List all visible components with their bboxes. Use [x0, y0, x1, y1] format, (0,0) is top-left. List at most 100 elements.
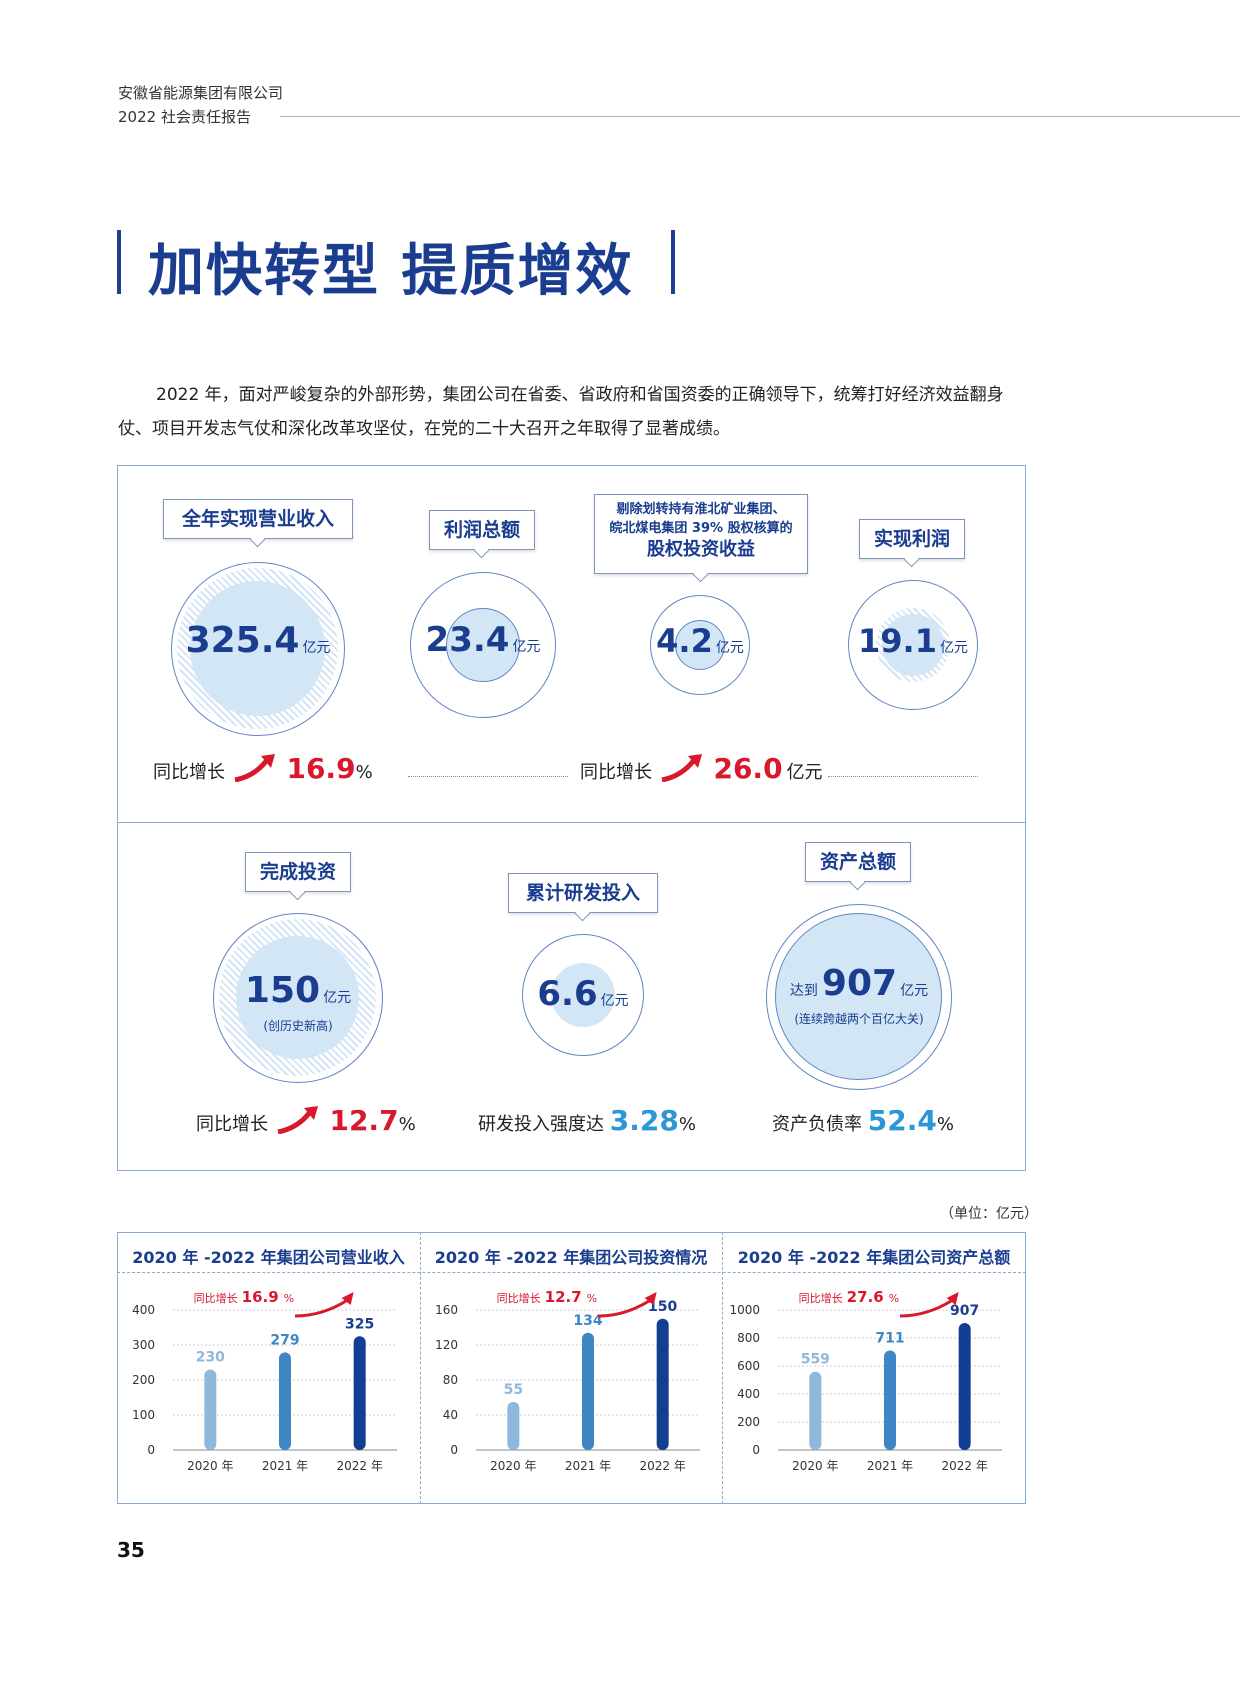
chart-title-investment: 2020 年 -2022 年集团公司投资情况: [434, 1248, 708, 1267]
investment-growth: 同比增长 12.7%: [196, 1104, 416, 1137]
assets-note: (连续跨越两个百亿大关): [794, 1012, 924, 1026]
chart-title-rule: [117, 1272, 1026, 1273]
rd-unit: 亿元: [600, 993, 629, 1009]
bar-value-label: 325: [345, 1316, 374, 1332]
x-tick-label: 2020 年: [792, 1459, 838, 1473]
assets-prefix: 达到: [789, 983, 818, 999]
investment-label: 完成投资: [259, 861, 336, 883]
y-tick-label: 400: [737, 1387, 760, 1401]
y-tick-label: 160: [435, 1303, 458, 1317]
title-bar-right: [671, 230, 675, 294]
profit-growth-suffix: 亿元: [786, 762, 823, 783]
revenue-unit: 亿元: [302, 640, 331, 656]
bar: [656, 1318, 669, 1450]
y-tick-label: 200: [132, 1373, 155, 1387]
growth-annotation-suffix: %: [889, 1292, 899, 1305]
y-tick-label: 80: [443, 1373, 458, 1387]
equity-label-line3: 股权投资收益: [647, 539, 755, 560]
profit-label-box: 利润总额: [429, 510, 535, 550]
investment-label-box: 完成投资: [245, 852, 351, 892]
equity-unit: 亿元: [715, 640, 744, 656]
dotted-divider-2: [828, 776, 978, 777]
rd-value: 6.6: [537, 974, 598, 1014]
rd-intensity-value: 3.28: [609, 1104, 679, 1137]
growth-arrowhead-icon: [341, 1292, 354, 1305]
chart-separator-1: [420, 1232, 421, 1504]
kpi-panel: [117, 465, 1026, 1171]
page-number: 35: [117, 1538, 145, 1562]
y-tick-label: 0: [752, 1443, 760, 1457]
y-tick-label: 100: [132, 1408, 155, 1422]
rd-label-box: 累计研发投入: [508, 873, 658, 913]
bar-value-label: 559: [801, 1352, 830, 1368]
net-profit-unit: 亿元: [939, 640, 968, 656]
profit-value-wrap: 23.4 亿元: [405, 620, 561, 660]
bar-value-label: 55: [504, 1382, 523, 1398]
net-profit-fill: [882, 614, 944, 676]
investment-growth-prefix: 同比增长: [196, 1114, 268, 1135]
chart-revenue: 0 100 200 300 400 230 2020 年 279 2021 年 325 2022 年…: [132, 1288, 397, 1473]
bar: [884, 1350, 896, 1450]
revenue-circle: [171, 562, 345, 736]
chart-assets: 0 200 400 600 800 1000 559 2020 年 711 2021 年 907 20…: [729, 1288, 1002, 1473]
rd-intensity: 研发投入强度达 3.28%: [478, 1104, 696, 1137]
up-arrow-icon: [277, 1106, 318, 1135]
revenue-label: 全年实现营业收入: [181, 508, 334, 530]
growth-annotation-prefix: 同比增长: [497, 1291, 541, 1305]
y-tick-label: 800: [737, 1331, 760, 1345]
equity-value: 4.2: [656, 622, 713, 660]
up-arrow-icon: [234, 754, 275, 783]
assets-unit: 亿元: [900, 983, 929, 999]
revenue-fill: [190, 581, 325, 716]
assets-value: 907: [821, 963, 898, 1004]
y-tick-label: 0: [147, 1443, 155, 1457]
net-profit-label-box: 实现利润: [859, 519, 965, 559]
x-tick-label: 2020 年: [187, 1459, 233, 1473]
panel-divider: [117, 822, 1026, 823]
bar-value-label: 711: [875, 1330, 904, 1346]
net-profit-circle: [848, 580, 978, 710]
x-tick-label: 2021 年: [262, 1459, 308, 1473]
growth-annotation-prefix: 同比增长: [799, 1291, 843, 1305]
equity-label-line1: 剔除划转持有淮北矿业集团、: [616, 502, 786, 517]
revenue-value: 325.4: [185, 620, 300, 661]
rd-label: 累计研发投入: [525, 882, 640, 904]
debt-ratio: 资产负债率 52.4%: [772, 1104, 954, 1137]
assets-fill: [775, 913, 942, 1080]
bar: [507, 1401, 520, 1450]
header-rule: [280, 116, 1240, 117]
unit-note: （单位：亿元）: [940, 1206, 1038, 1222]
rd-intensity-suffix: %: [678, 1114, 696, 1135]
investment-growth-suffix: %: [398, 1114, 416, 1135]
intro-paragraph: 2022 年，面对严峻复杂的外部形势，集团公司在省委、省政府和省国资委的正确领导…: [118, 385, 1004, 439]
chart-title-revenue: 2020 年 -2022 年集团公司营业收入: [132, 1248, 405, 1267]
rd-value-wrap: 6.6 亿元: [507, 974, 659, 1014]
equity-label-box: 剔除划转持有淮北矿业集团、 皖北煤电集团 39% 股权核算的 股权投资收益: [594, 494, 808, 574]
bar: [958, 1323, 971, 1450]
x-tick-label: 2020 年: [490, 1459, 536, 1473]
equity-value-wrap: 4.2 亿元: [630, 622, 770, 660]
title-bar-left: [117, 230, 121, 294]
growth-arrowhead-icon: [946, 1292, 959, 1305]
bar: [353, 1336, 366, 1450]
assets-value-wrap: 达到 907 亿元: [766, 963, 952, 1004]
chart-investment: 0 40 80 120 160 55 2020 年 134 2021 年 150 2022 年 同比增…: [435, 1288, 700, 1473]
profit-value: 23.4: [425, 620, 510, 660]
up-arrow-icon: [661, 754, 702, 783]
investment-value-wrap: 150 亿元: [213, 970, 383, 1011]
y-tick-label: 0: [450, 1443, 458, 1457]
growth-annotation-prefix: 同比增长: [194, 1291, 238, 1305]
revenue-growth-suffix: %: [355, 762, 373, 783]
debt-ratio-value: 52.4: [867, 1104, 937, 1137]
profit-fill: [446, 608, 520, 682]
y-tick-label: 600: [737, 1359, 760, 1373]
investment-note: (创历史新高): [263, 1019, 333, 1033]
growth-arrow-icon: [597, 1298, 652, 1318]
net-profit-label: 实现利润: [873, 528, 950, 550]
debt-ratio-suffix: %: [936, 1114, 954, 1135]
bar-value-label: 230: [196, 1350, 225, 1366]
bar-value-label: 150: [648, 1299, 677, 1315]
profit-label: 利润总额: [443, 519, 520, 541]
page-title: 加快转型 提质增效: [148, 239, 634, 304]
y-tick-label: 300: [132, 1338, 155, 1352]
